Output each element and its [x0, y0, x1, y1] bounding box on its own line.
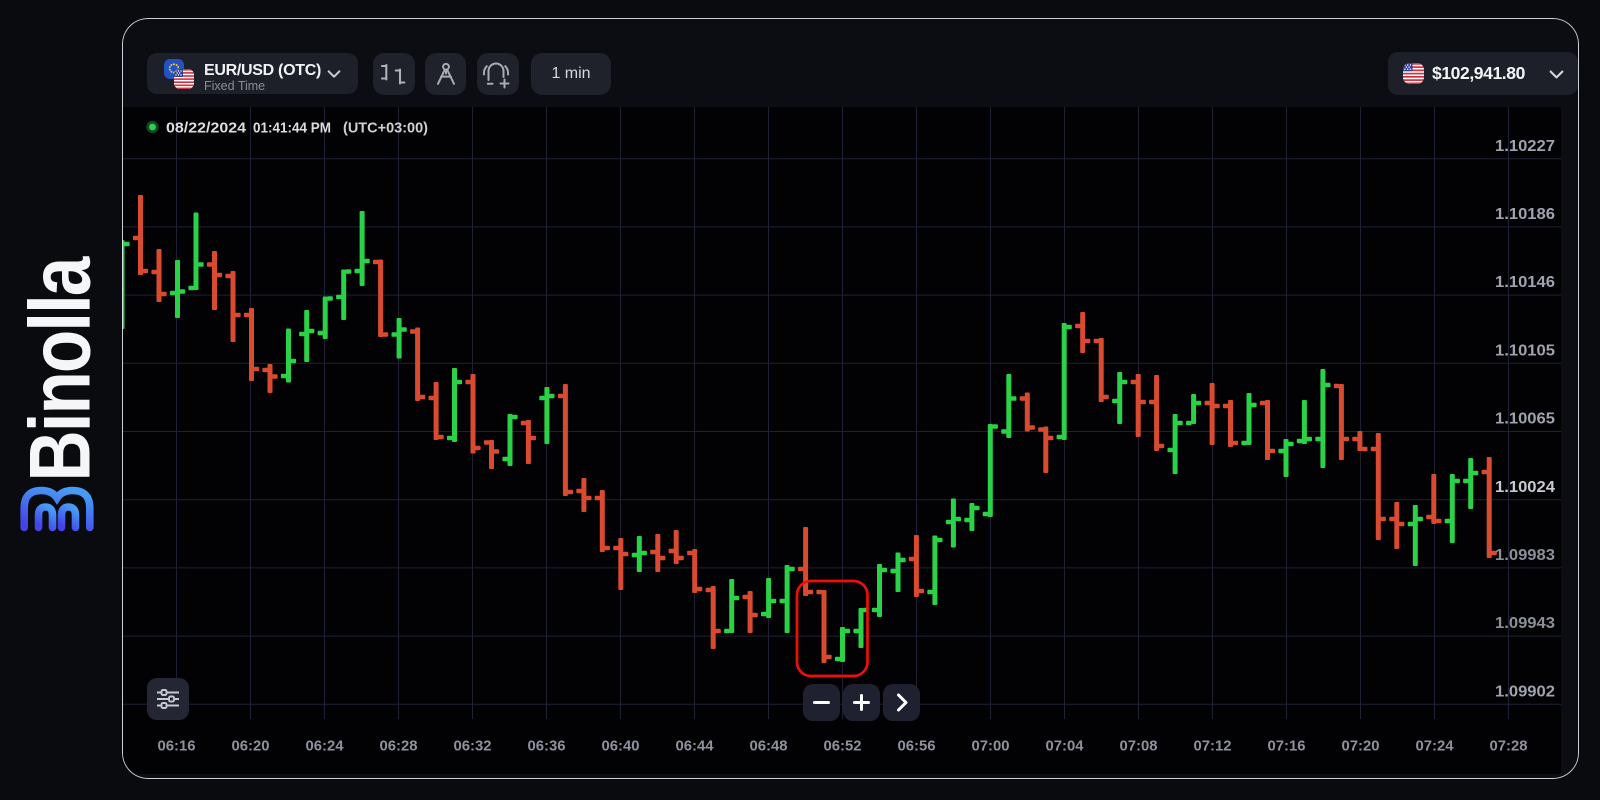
svg-text:06:56: 06:56: [898, 739, 936, 755]
svg-text:06:24: 06:24: [306, 739, 344, 755]
svg-text:07:28: 07:28: [1490, 739, 1528, 755]
svg-text:01:41:44 PM: 01:41:44 PM: [253, 120, 331, 137]
svg-text:07:20: 07:20: [1342, 739, 1380, 755]
svg-text:07:24: 07:24: [1416, 739, 1454, 755]
svg-text:1.10227: 1.10227: [1495, 138, 1555, 155]
svg-text:(UTC+03:00): (UTC+03:00): [343, 120, 428, 137]
svg-text:06:32: 06:32: [454, 739, 492, 755]
svg-text:1.10146: 1.10146: [1495, 274, 1555, 291]
svg-text:1.10065: 1.10065: [1495, 411, 1556, 428]
svg-text:07:16: 07:16: [1268, 739, 1306, 755]
svg-text:07:00: 07:00: [972, 739, 1010, 755]
svg-text:06:52: 06:52: [824, 739, 862, 755]
svg-text:08/22/2024: 08/22/2024: [166, 120, 247, 137]
svg-text:07:12: 07:12: [1194, 739, 1232, 755]
svg-text:06:28: 06:28: [380, 739, 418, 755]
svg-text:1.09902: 1.09902: [1495, 683, 1555, 700]
svg-text:06:20: 06:20: [232, 739, 270, 755]
svg-text:06:48: 06:48: [750, 739, 788, 755]
svg-text:1.10186: 1.10186: [1495, 206, 1555, 223]
svg-text:06:40: 06:40: [602, 739, 640, 755]
svg-text:1.09983: 1.09983: [1495, 547, 1555, 564]
svg-text:07:04: 07:04: [1046, 739, 1084, 755]
svg-text:06:16: 06:16: [158, 739, 196, 755]
svg-text:1.10105: 1.10105: [1495, 342, 1556, 359]
svg-text:1.09943: 1.09943: [1495, 615, 1555, 632]
svg-text:1.10024: 1.10024: [1495, 479, 1556, 496]
svg-text:06:36: 06:36: [528, 739, 566, 755]
svg-text:06:44: 06:44: [676, 739, 714, 755]
svg-text:07:08: 07:08: [1120, 739, 1158, 755]
